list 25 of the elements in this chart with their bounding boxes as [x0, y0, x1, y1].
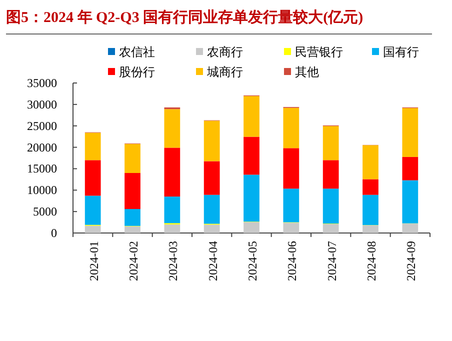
y-tick-label: 35000 — [27, 76, 57, 90]
legend-label: 农商行 — [207, 45, 243, 59]
x-tick-label: 2024-09 — [404, 241, 418, 281]
y-tick-label: 20000 — [27, 140, 57, 154]
legend-label: 农信社 — [119, 45, 155, 59]
x-tick-label: 2024-06 — [285, 241, 300, 281]
x-tick-label: 2024-03 — [166, 241, 180, 281]
y-tick-label: 5000 — [33, 204, 57, 219]
x-tick-label: 2024-05 — [246, 241, 260, 281]
x-tick-label: 2024-07 — [324, 241, 339, 281]
y-tick-label: 30000 — [27, 97, 57, 112]
chart-title: 图5：2024 年 Q2-Q3 国有行同业存单发行量较大(亿元) — [6, 9, 364, 26]
x-tick-label: 2024-04 — [206, 241, 220, 281]
legend-label: 民营银行 — [295, 45, 343, 59]
y-tick-label: 0 — [51, 226, 57, 240]
y-tick-label: 25000 — [27, 118, 57, 133]
legend-label: 股份行 — [119, 65, 155, 79]
x-tick-label: 2024-02 — [126, 241, 140, 281]
legend-label: 国有行 — [383, 45, 419, 59]
x-tick-label: 2024-01 — [86, 241, 101, 281]
legend-label: 其他 — [295, 65, 319, 79]
x-tick-label: 2024-08 — [364, 241, 378, 281]
y-tick-label: 10000 — [27, 183, 57, 198]
y-tick-label: 15000 — [27, 162, 57, 176]
legend-label: 城商行 — [206, 65, 243, 79]
